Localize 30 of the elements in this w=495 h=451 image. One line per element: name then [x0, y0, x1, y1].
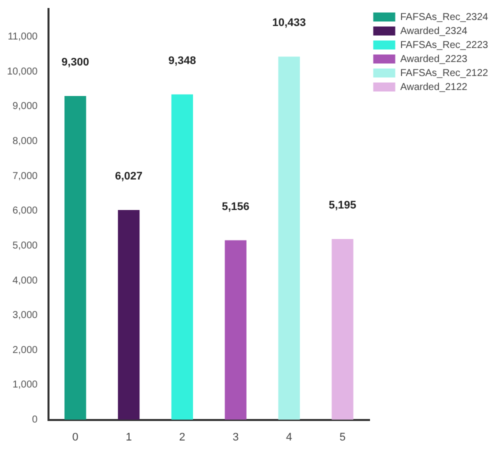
- y-tick-label: 7,000: [12, 170, 38, 182]
- legend-label: Awarded_2122: [400, 82, 468, 93]
- data-label: 9,348: [168, 54, 196, 67]
- x-tick-label: 5: [339, 431, 346, 444]
- x-tick-label: 1: [126, 431, 132, 444]
- y-tick-label: 10,000: [6, 66, 38, 78]
- legend-label: FAFSAs_Rec_2324: [400, 12, 489, 23]
- data-label: 5,195: [328, 199, 356, 212]
- data-label: 10,433: [272, 17, 306, 30]
- y-tick-label: 2,000: [12, 344, 38, 356]
- y-tick-label: 1,000: [12, 380, 38, 391]
- x-tick-label: 4: [286, 431, 292, 444]
- x-tick-label: 3: [232, 431, 239, 444]
- x-tick-label: 0: [72, 431, 78, 444]
- legend-label: FAFSAs_Rec_2223: [400, 40, 489, 51]
- y-tick-label: 0: [32, 414, 38, 426]
- y-tick-label: 4,000: [12, 275, 38, 286]
- x-tick-label: 2: [179, 431, 186, 444]
- legend-label: FAFSAs_Rec_2122: [400, 68, 489, 79]
- y-tick-label: 5,000: [12, 240, 38, 252]
- y-tick-label: 11,000: [8, 32, 38, 43]
- y-tick-label: 6,000: [12, 206, 38, 217]
- y-tick-label: 3,000: [12, 310, 38, 322]
- y-tick-label: 8,000: [12, 136, 38, 148]
- y-tick-label: 9,000: [12, 101, 38, 112]
- data-label: 9,300: [62, 56, 90, 69]
- data-label: 6,027: [114, 170, 143, 183]
- data-label: 5,156: [222, 200, 250, 213]
- legend-label: Awarded_2324: [400, 26, 468, 37]
- legend-label: Awarded_2223: [400, 54, 468, 65]
